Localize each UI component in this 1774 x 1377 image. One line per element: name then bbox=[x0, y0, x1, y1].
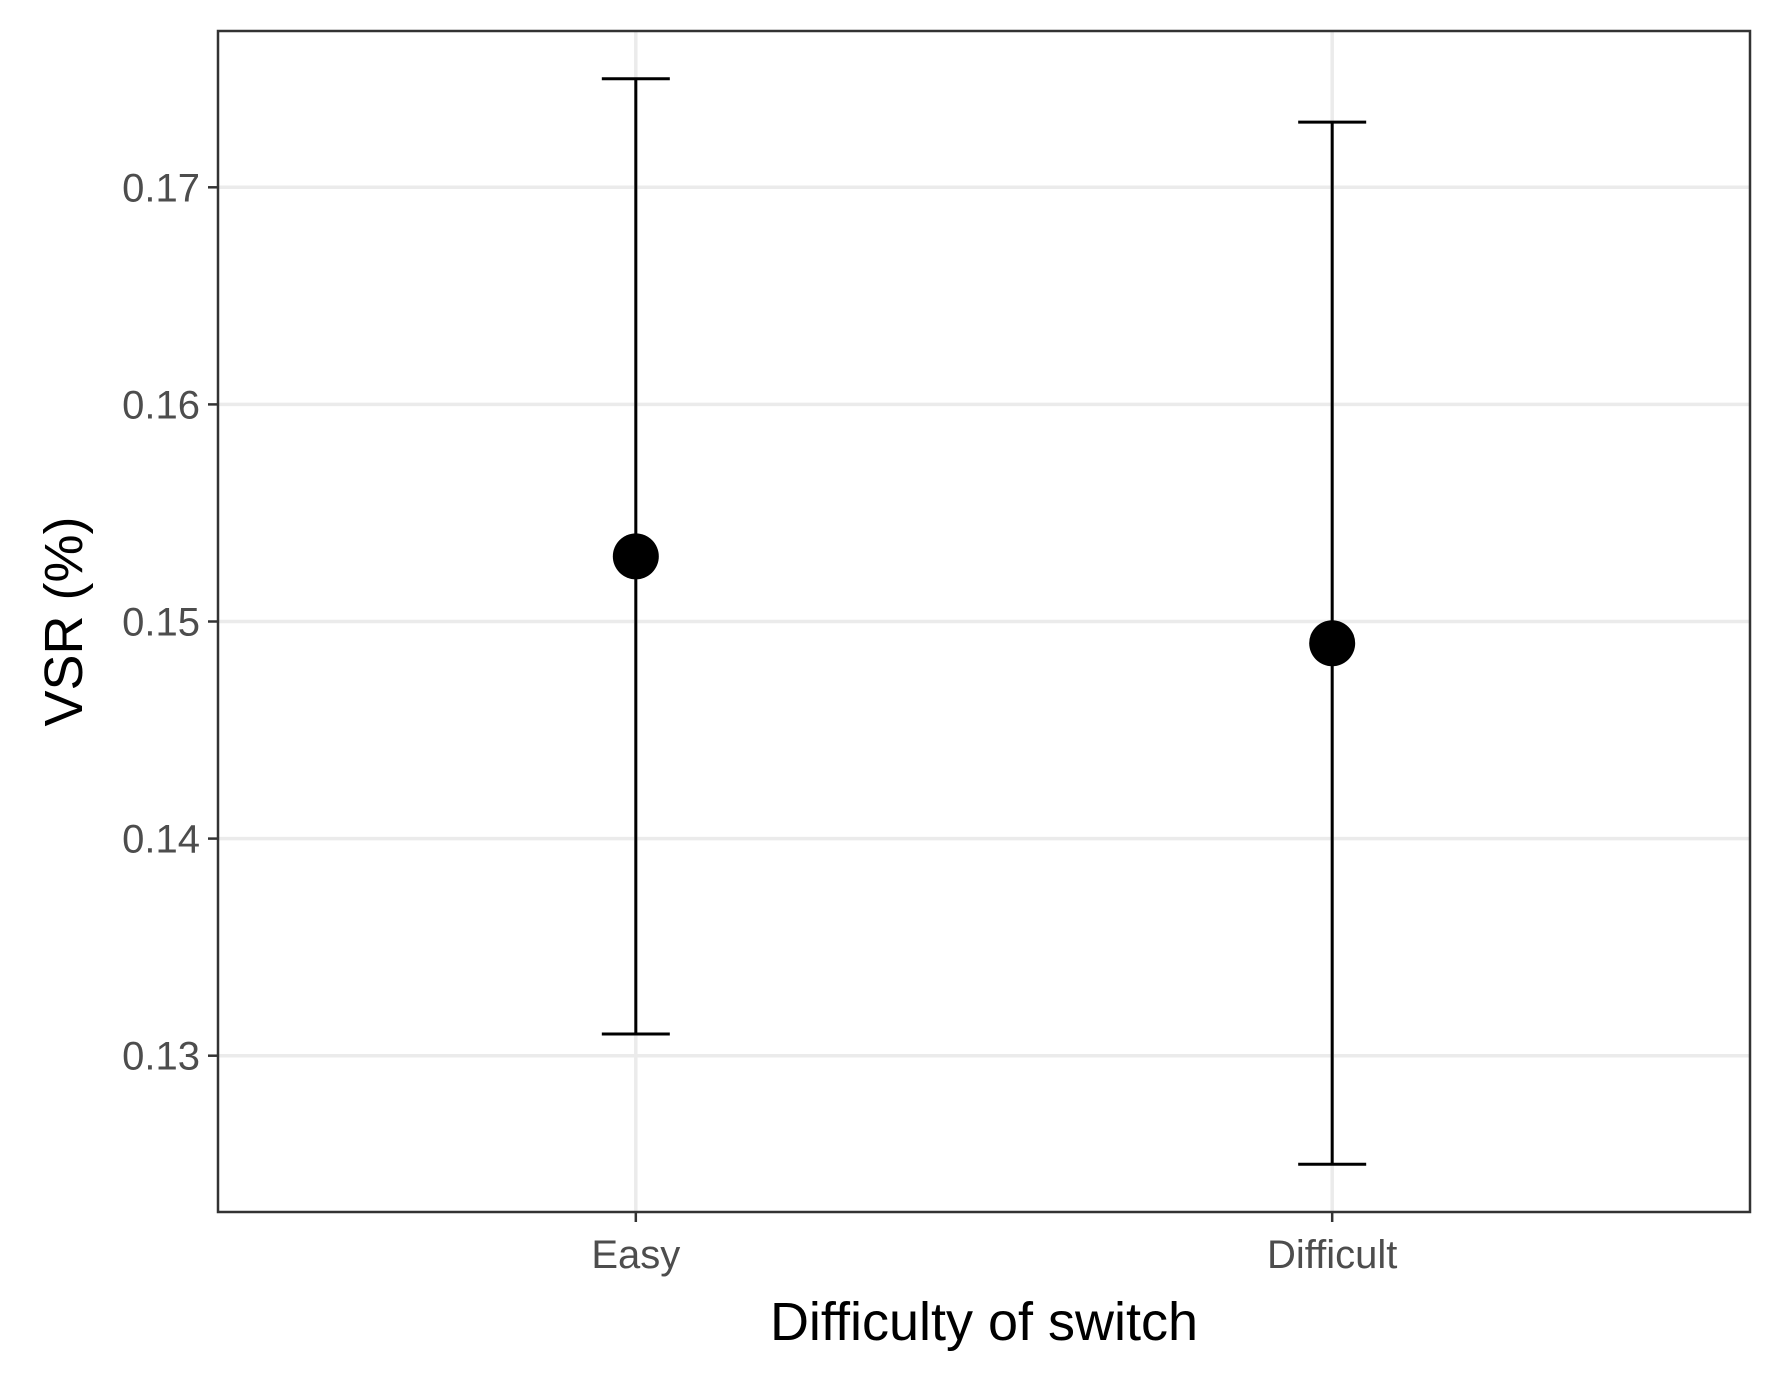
x-axis-ticks: Easy Difficult bbox=[591, 1212, 1397, 1277]
y-tick-label: 0.17 bbox=[122, 166, 200, 210]
y-axis-title: VSR (%) bbox=[34, 516, 94, 726]
y-tick-label: 0.15 bbox=[122, 601, 200, 645]
data-point bbox=[612, 533, 659, 580]
x-tick-label: Easy bbox=[591, 1233, 680, 1277]
data-point bbox=[1309, 620, 1356, 667]
x-tick-label: Difficult bbox=[1267, 1233, 1397, 1277]
y-tick-label: 0.16 bbox=[122, 383, 200, 427]
data-points bbox=[612, 533, 1356, 667]
x-axis-title: Difficulty of switch bbox=[770, 1292, 1198, 1352]
y-tick-label: 0.14 bbox=[122, 818, 200, 862]
y-axis-ticks: 0.13 0.14 0.15 0.16 0.17 bbox=[122, 166, 218, 1079]
y-tick-label: 0.13 bbox=[122, 1035, 200, 1079]
